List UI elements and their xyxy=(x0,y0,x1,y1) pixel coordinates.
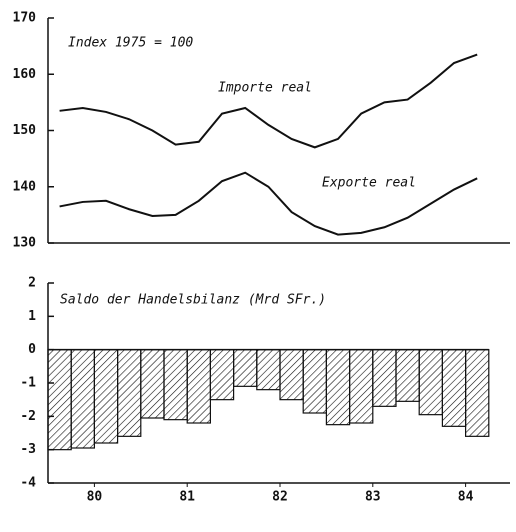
bar xyxy=(465,349,490,437)
bar xyxy=(47,349,72,451)
bar xyxy=(140,349,165,419)
y-tick-label: -2 xyxy=(20,409,36,424)
data-line xyxy=(59,53,478,149)
y-tick-label: 0 xyxy=(28,342,36,357)
y-tick-label: 170 xyxy=(13,11,37,26)
bar xyxy=(372,349,397,407)
bar xyxy=(209,349,235,401)
bar xyxy=(186,349,211,424)
x-tick-label: 82 xyxy=(272,490,288,505)
bar xyxy=(256,349,281,391)
data-line xyxy=(59,171,478,236)
y-tick-label: -4 xyxy=(20,476,36,491)
series-label: Importe real xyxy=(218,81,312,96)
x-tick-label: 84 xyxy=(458,490,474,505)
bar xyxy=(163,349,188,421)
bar xyxy=(325,349,351,426)
x-tick-label: 81 xyxy=(179,490,195,505)
y-tick-label: 2 xyxy=(28,276,36,291)
bar xyxy=(116,349,142,437)
y-tick-label: 160 xyxy=(13,67,37,82)
bar xyxy=(70,349,95,449)
bar xyxy=(233,349,258,387)
y-tick-label: -1 xyxy=(20,376,36,391)
x-tick-label: 80 xyxy=(87,490,103,505)
bar xyxy=(279,349,304,401)
bar xyxy=(441,349,467,427)
y-tick-label: -3 xyxy=(20,442,36,457)
bar xyxy=(302,349,328,414)
panel-title: Index 1975 = 100 xyxy=(68,36,193,51)
bar xyxy=(349,349,374,424)
x-tick-label: 83 xyxy=(365,490,381,505)
bar xyxy=(93,349,119,444)
y-tick-label: 1 xyxy=(28,309,36,324)
y-tick-label: 140 xyxy=(13,179,37,194)
y-tick-label: 130 xyxy=(13,236,37,251)
bar xyxy=(395,349,420,402)
panel-title: Saldo der Handelsbilanz (Mrd SFr.) xyxy=(60,293,326,308)
series-label: Exporte real xyxy=(322,176,416,191)
bar xyxy=(418,349,444,416)
y-tick-label: 150 xyxy=(13,123,37,138)
